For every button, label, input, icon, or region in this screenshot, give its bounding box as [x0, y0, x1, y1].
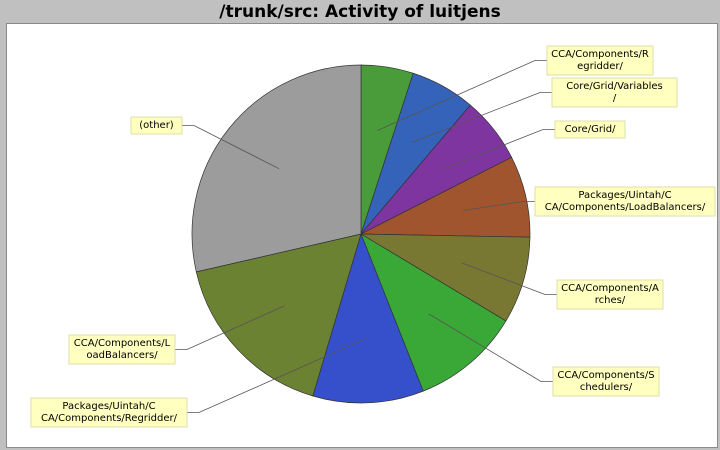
slice-label-line: Packages/Uintah/C: [578, 190, 671, 201]
slice-label-line: (other): [139, 120, 174, 131]
pie-chart: CCA/Components/R egridder/Core/Grid/Varia…: [30, 45, 716, 428]
pie-label: (other): [130, 116, 280, 170]
label-box: [68, 334, 176, 365]
slice-label-line: Core/Grid/Variables: [566, 81, 663, 92]
pie-label: Core/Grid/Variables /: [411, 77, 678, 143]
slice-label-text: CCA/Components/S chedulers/: [557, 370, 654, 393]
leader-line: [461, 262, 557, 295]
slice-label-text: Packages/Uintah/C CA/Components/Regridder…: [41, 401, 178, 424]
slice-label-line: rches/: [595, 295, 626, 306]
leader-line: [463, 201, 535, 211]
slice-label-line: Packages/Uintah/C: [62, 401, 155, 412]
slice-label-line: CCA/Components/R: [551, 49, 649, 60]
leader-line: [377, 60, 547, 131]
pie-slice: [360, 233, 507, 392]
slice-label-line: CCA/Components/L: [74, 338, 171, 349]
label-box: [551, 77, 678, 108]
slice-label-line: egridder/: [577, 61, 623, 72]
label-box: [130, 116, 183, 135]
leader-line: [411, 92, 552, 143]
pie-slice: [195, 233, 362, 397]
slice-label-line: CA/Components/LoadBalancers/: [545, 202, 706, 213]
leader-line: [428, 313, 553, 382]
slice-label-line: /: [613, 93, 617, 104]
label-box: [534, 186, 716, 217]
slice-label-line: chedulers/: [580, 382, 633, 393]
pie-label: CCA/Components/A rches/: [461, 262, 664, 310]
slice-label-line: CCA/Components/A: [561, 283, 659, 294]
chart-title: /trunk/src: Activity of luitjens: [219, 2, 501, 22]
pie-slices: [191, 64, 531, 404]
label-box: [546, 45, 654, 76]
slice-label-line: CCA/Components/S: [557, 370, 654, 381]
slice-label-text: Core/Grid/: [565, 124, 617, 135]
pie-label: Packages/Uintah/C CA/Components/Regridder…: [30, 338, 366, 428]
pie-label: Core/Grid/: [443, 120, 626, 170]
slice-label-line: CA/Components/Regridder/: [41, 413, 178, 424]
slice-label-text: CCA/Components/R egridder/: [551, 49, 649, 72]
slice-label-line: oadBalancers/: [86, 350, 158, 361]
slice-label-text: Packages/Uintah/C CA/Components/LoadBalan…: [545, 190, 706, 213]
pie-slice: [359, 233, 531, 322]
slice-label-line: Core/Grid/: [565, 124, 617, 135]
label-box: [554, 120, 626, 139]
slice-label-text: CCA/Components/L oadBalancers/: [74, 338, 171, 361]
plot-area: CCA/Components/R egridder/Core/Grid/Varia…: [6, 23, 718, 448]
leader-line: [175, 305, 285, 350]
pie-slice: [312, 232, 424, 404]
leader-line: [187, 338, 366, 413]
label-box: [556, 279, 664, 310]
label-box: [30, 397, 188, 428]
slice-label-text: Core/Grid/Variables /: [566, 81, 663, 104]
label-box: [552, 366, 660, 397]
pie-label: CCA/Components/L oadBalancers/: [68, 305, 285, 365]
slice-label-text: (other): [139, 120, 174, 131]
leader-line: [443, 129, 555, 170]
pie-label: Packages/Uintah/C CA/Components/LoadBalan…: [463, 186, 716, 217]
pie-label: CCA/Components/S chedulers/: [428, 313, 660, 397]
pie-slice: [191, 64, 362, 273]
pie-labels: CCA/Components/R egridder/Core/Grid/Varia…: [30, 45, 716, 428]
pie-label: CCA/Components/R egridder/: [377, 45, 654, 131]
leader-line: [182, 125, 280, 170]
slice-label-text: CCA/Components/A rches/: [561, 283, 659, 306]
